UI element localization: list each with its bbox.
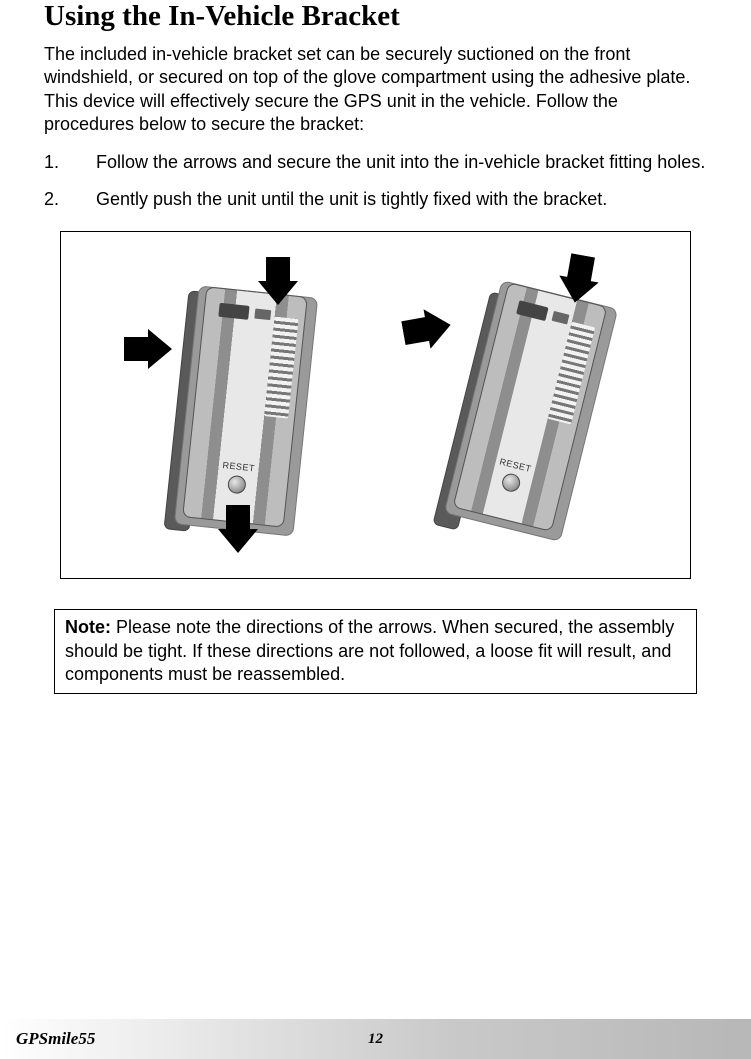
bracket-figure: RESET RESET <box>60 231 691 579</box>
footer-page-number: 12 <box>368 1031 383 1048</box>
reset-button-icon <box>227 475 247 495</box>
intro-paragraph: The included in-vehicle bracket set can … <box>44 43 707 137</box>
page-heading: Using the In-Vehicle Bracket <box>44 0 707 33</box>
page-footer: GPSmile55 12 <box>0 1019 751 1059</box>
arrow-down-icon <box>218 505 258 553</box>
device-illustration-step2: RESET <box>403 255 633 555</box>
step-item: Gently push the unit until the unit is t… <box>44 188 707 211</box>
footer-model-name: GPSmile55 <box>16 1029 95 1049</box>
speaker-grill <box>264 317 298 419</box>
note-box: Note: Please note the directions of the … <box>54 609 697 693</box>
note-label: Note: <box>65 617 111 637</box>
reset-button-icon <box>500 472 522 494</box>
arrow-down-icon <box>258 257 298 305</box>
reset-label: RESET <box>189 457 289 477</box>
sd-card-slot <box>219 303 250 320</box>
note-text: Please note the directions of the arrows… <box>65 617 674 684</box>
arrow-down-icon <box>555 252 603 306</box>
sd-card-slot <box>516 301 548 322</box>
device-illustration-step1: RESET <box>118 255 348 555</box>
step-item: Follow the arrows and secure the unit in… <box>44 151 707 174</box>
steps-list: Follow the arrows and secure the unit in… <box>44 151 707 212</box>
arrow-right-icon <box>400 305 454 353</box>
arrow-right-icon <box>124 329 172 369</box>
